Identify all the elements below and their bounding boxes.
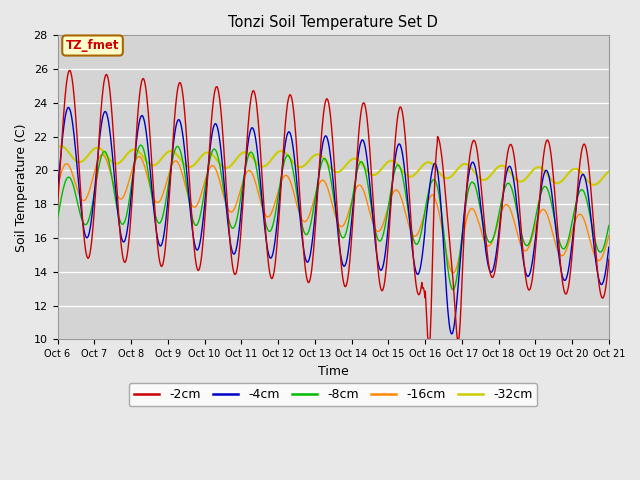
-8cm — [163, 190, 171, 196]
-8cm — [238, 185, 246, 191]
-2cm — [492, 265, 499, 271]
-8cm — [137, 142, 145, 148]
-16cm — [419, 216, 427, 222]
-32cm — [57, 143, 65, 149]
-32cm — [54, 144, 61, 150]
Legend: -2cm, -4cm, -8cm, -16cm, -32cm: -2cm, -4cm, -8cm, -16cm, -32cm — [129, 383, 538, 406]
Line: -4cm: -4cm — [58, 108, 609, 334]
-2cm — [540, 149, 548, 155]
Text: TZ_fmet: TZ_fmet — [66, 39, 119, 52]
-16cm — [54, 185, 61, 191]
-2cm — [163, 225, 171, 231]
-4cm — [605, 244, 612, 250]
-32cm — [605, 168, 612, 174]
-16cm — [605, 233, 612, 239]
-16cm — [492, 229, 499, 235]
-8cm — [54, 216, 61, 221]
-8cm — [605, 223, 612, 228]
-4cm — [163, 206, 171, 212]
-16cm — [99, 152, 106, 157]
X-axis label: Time: Time — [318, 365, 349, 378]
-32cm — [491, 167, 499, 173]
-2cm — [605, 256, 612, 262]
-4cm — [177, 120, 184, 126]
-4cm — [238, 197, 246, 203]
-2cm — [238, 211, 246, 217]
-2cm — [177, 80, 184, 86]
-32cm — [590, 182, 598, 188]
-4cm — [448, 331, 456, 337]
-32cm — [163, 150, 171, 156]
-4cm — [492, 256, 499, 262]
-4cm — [419, 247, 427, 252]
-16cm — [177, 165, 184, 171]
-16cm — [238, 181, 246, 187]
-16cm — [163, 177, 171, 183]
-32cm — [540, 167, 548, 173]
-32cm — [177, 156, 184, 162]
-2cm — [426, 345, 433, 351]
-16cm — [540, 207, 548, 213]
Title: Tonzi Soil Temperature Set D: Tonzi Soil Temperature Set D — [228, 15, 438, 30]
Line: -8cm: -8cm — [58, 145, 609, 290]
Line: -16cm: -16cm — [58, 155, 609, 273]
-2cm — [66, 68, 74, 73]
-2cm — [54, 204, 61, 209]
-8cm — [449, 287, 457, 293]
-8cm — [419, 220, 427, 226]
-32cm — [238, 150, 246, 156]
-4cm — [65, 105, 72, 110]
-8cm — [177, 148, 184, 154]
-2cm — [419, 285, 427, 290]
-8cm — [492, 228, 499, 233]
Y-axis label: Soil Temperature (C): Soil Temperature (C) — [15, 123, 28, 252]
-16cm — [449, 270, 457, 276]
-32cm — [419, 162, 427, 168]
-4cm — [540, 171, 548, 177]
-4cm — [54, 187, 61, 192]
Line: -32cm: -32cm — [58, 146, 609, 185]
Line: -2cm: -2cm — [58, 71, 609, 348]
-8cm — [540, 184, 548, 190]
